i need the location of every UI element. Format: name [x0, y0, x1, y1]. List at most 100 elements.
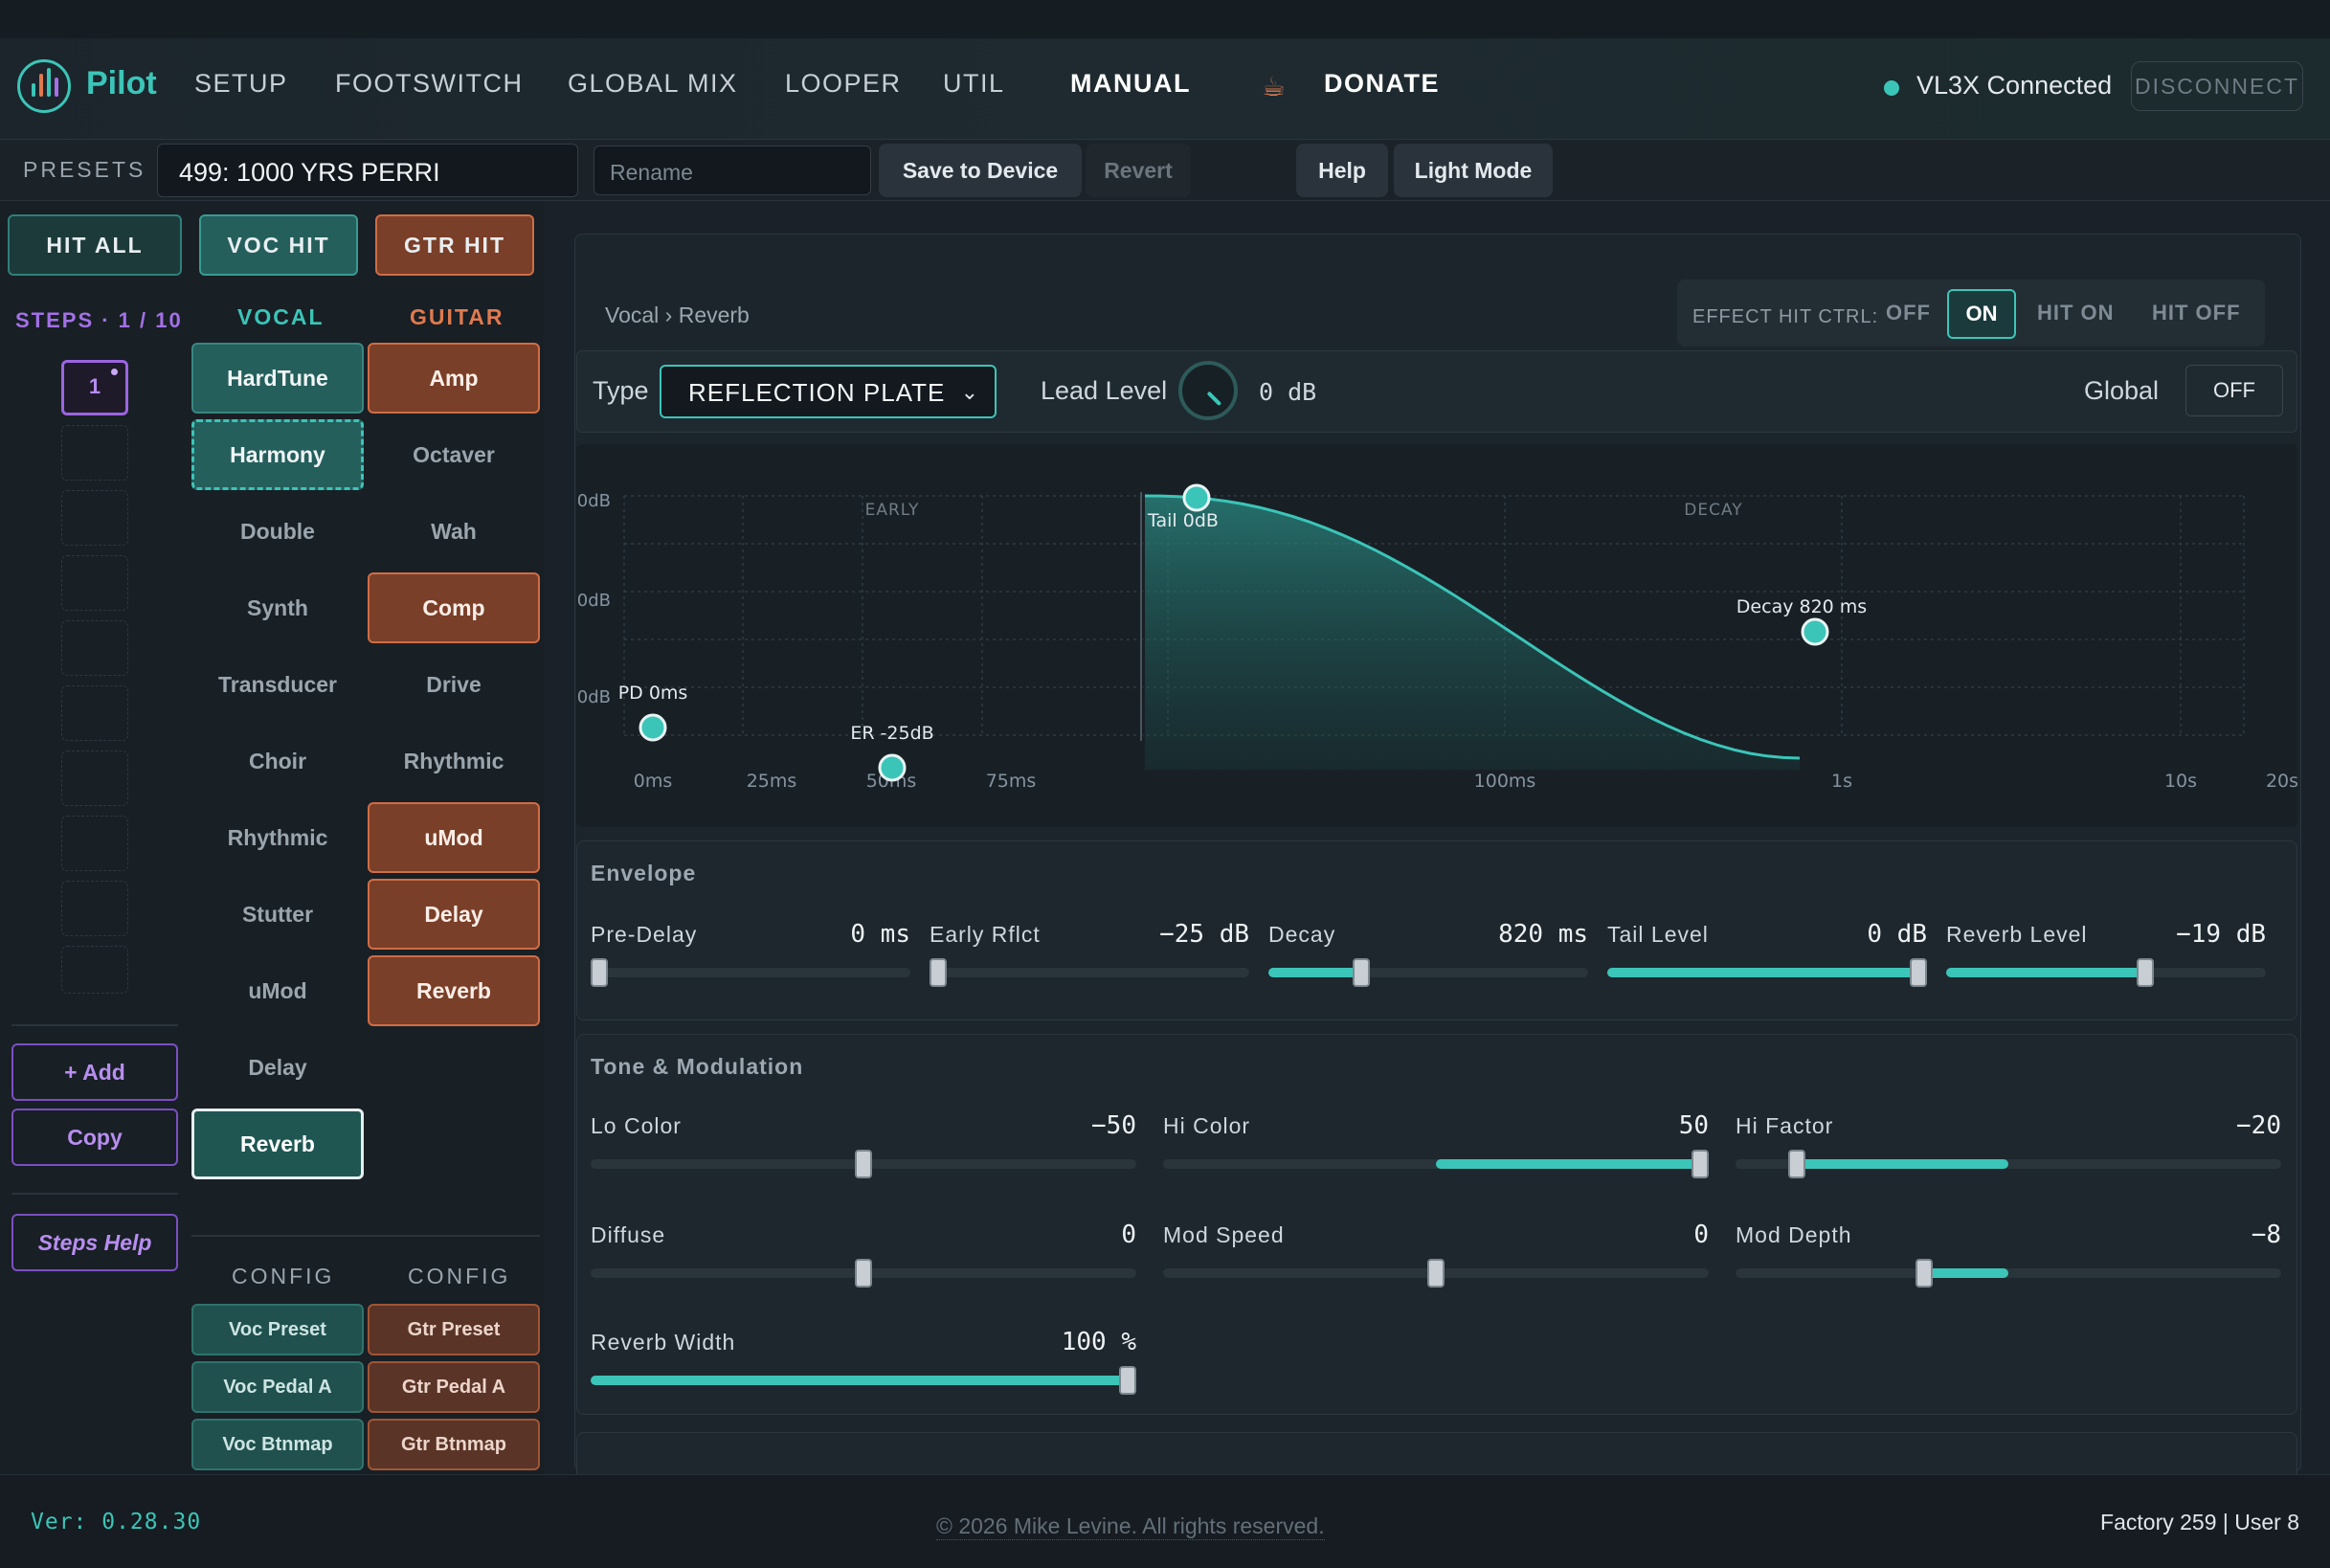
tone-5-slider[interactable]: [1736, 1268, 2281, 1278]
envelope-2-thumb[interactable]: [1353, 958, 1371, 987]
gtr-preset-button[interactable]: Gtr Preset: [368, 1304, 540, 1355]
add-step-button[interactable]: + Add: [11, 1043, 178, 1101]
rename-input[interactable]: Rename: [594, 146, 871, 195]
hit-ctrl-hit-on[interactable]: HIT ON: [2037, 301, 2115, 325]
nav-looper[interactable]: LOOPER: [785, 69, 902, 98]
tone-modulation-title: Tone & Modulation: [591, 1054, 804, 1079]
save-to-device-button[interactable]: Save to Device: [879, 144, 1082, 197]
tone-3-thumb[interactable]: [855, 1259, 872, 1288]
hit-ctrl-off[interactable]: OFF: [1886, 301, 1931, 325]
top-nav-bar: Pilot SETUP FOOTSWITCH GLOBAL MIX LOOPER…: [0, 0, 2330, 140]
step-slot-empty[interactable]: [61, 425, 128, 481]
disconnect-button[interactable]: DISCONNECT: [2131, 61, 2303, 111]
tone-1-thumb[interactable]: [1691, 1150, 1709, 1178]
envelope-2-label: Decay: [1268, 922, 1336, 947]
guitar-fx-drive[interactable]: Drive: [426, 671, 482, 697]
guitar-fx-rhythmic[interactable]: Rhythmic: [403, 748, 504, 773]
envelope-0-slider[interactable]: [591, 968, 910, 977]
voc-preset-button[interactable]: Voc Preset: [191, 1304, 364, 1355]
nav-footswitch[interactable]: FOOTSWITCH: [335, 69, 524, 98]
step-slot-empty[interactable]: [61, 750, 128, 806]
x-tick: 25ms: [747, 771, 797, 792]
hit-ctrl-on[interactable]: ON: [1947, 289, 2016, 339]
lead-level-knob[interactable]: [1178, 361, 1238, 420]
envelope-2-value: 820 ms: [1498, 920, 1588, 949]
step-slot-empty[interactable]: [61, 881, 128, 936]
gtr-hit-button[interactable]: GTR HIT: [375, 214, 534, 276]
region-early-label: EARLY: [865, 501, 920, 520]
global-toggle[interactable]: OFF: [2185, 365, 2283, 416]
preset-selector[interactable]: 499: 1000 YRS PERRI: [157, 144, 578, 197]
envelope-2-slider[interactable]: [1268, 968, 1588, 977]
pre-delay-handle[interactable]: [639, 713, 667, 742]
envelope-0-thumb[interactable]: [591, 958, 608, 987]
envelope-4-value: −19 dB: [2176, 920, 2266, 949]
guitar-fx-delay[interactable]: Delay: [368, 879, 540, 950]
tone-2-thumb[interactable]: [1788, 1150, 1806, 1178]
step-slot-empty[interactable]: [61, 555, 128, 611]
step-slot-empty[interactable]: [61, 685, 128, 741]
tone-2-slider[interactable]: [1736, 1159, 2281, 1169]
guitar-fx-reverb[interactable]: Reverb: [368, 955, 540, 1026]
reverb-type-select[interactable]: REFLECTION PLATE ⌄: [660, 365, 997, 418]
tone-4-thumb[interactable]: [1427, 1259, 1445, 1288]
envelope-1-slider[interactable]: [930, 968, 1249, 977]
help-button[interactable]: Help: [1296, 144, 1388, 197]
step-slot-empty[interactable]: [61, 946, 128, 994]
copyright[interactable]: © 2026 Mike Levine. All rights reserved.: [936, 1513, 1325, 1540]
guitar-fx-amp[interactable]: Amp: [368, 343, 540, 414]
decay-handle[interactable]: [1801, 617, 1829, 646]
guitar-fx-octaver[interactable]: Octaver: [413, 441, 495, 467]
early-reflection-handle[interactable]: [878, 753, 907, 782]
envelope-graph[interactable]: 0dB −10dB −20dB 0ms 25ms 50ms 75ms 100ms…: [551, 444, 2298, 827]
vocal-fx-synth[interactable]: Synth: [247, 594, 308, 620]
gtr-pedal-a-button[interactable]: Gtr Pedal A: [368, 1361, 540, 1413]
point-label-tail: Tail 0dB: [1147, 510, 1219, 531]
vocal-fx-hardtune[interactable]: HardTune: [191, 343, 364, 414]
hit-all-button[interactable]: HIT ALL: [8, 214, 182, 276]
x-tick: 20s: [2266, 771, 2297, 792]
vocal-fx-double[interactable]: Double: [240, 518, 315, 544]
envelope-4-thumb[interactable]: [2137, 958, 2155, 987]
nav-manual[interactable]: MANUAL: [1070, 69, 1191, 98]
steps-help-button[interactable]: Steps Help: [11, 1214, 178, 1271]
light-mode-button[interactable]: Light Mode: [1394, 144, 1553, 197]
tone-6-thumb[interactable]: [1119, 1366, 1136, 1395]
envelope-1-thumb[interactable]: [930, 958, 947, 987]
tone-0-thumb[interactable]: [855, 1150, 872, 1178]
voc-pedal-a-button[interactable]: Voc Pedal A: [191, 1361, 364, 1413]
tail-level-handle[interactable]: [1182, 483, 1211, 512]
copy-step-button[interactable]: Copy: [11, 1109, 178, 1166]
step-slot-empty[interactable]: [61, 816, 128, 871]
nav-setup[interactable]: SETUP: [194, 69, 288, 98]
gtr-btnmap-button[interactable]: Gtr Btnmap: [368, 1419, 540, 1470]
envelope-3-thumb[interactable]: [1910, 958, 1927, 987]
revert-button[interactable]: Revert: [1086, 144, 1191, 197]
hit-ctrl-hit-off[interactable]: HIT OFF: [2152, 301, 2241, 325]
lead-level-label: Lead Level: [1041, 376, 1168, 405]
guitar-fx-umod[interactable]: uMod: [368, 802, 540, 873]
tone-5-thumb[interactable]: [1915, 1259, 1933, 1288]
vocal-fx-stutter[interactable]: Stutter: [241, 901, 314, 927]
vocal-fx-transducer[interactable]: Transducer: [218, 671, 337, 697]
nav-global-mix[interactable]: GLOBAL MIX: [568, 69, 738, 98]
voc-hit-button[interactable]: VOC HIT: [199, 214, 358, 276]
voc-btnmap-button[interactable]: Voc Btnmap: [191, 1419, 364, 1470]
step-slot-empty[interactable]: [61, 490, 128, 546]
step-slot-empty[interactable]: [61, 620, 128, 676]
step-slot-1[interactable]: 1: [61, 360, 128, 415]
vocal-fx-umod[interactable]: uMod: [248, 977, 307, 1003]
coffee-icon[interactable]: ☕: [1262, 72, 1287, 101]
vocal-fx-reverb[interactable]: Reverb: [191, 1109, 364, 1179]
nav-donate[interactable]: DONATE: [1324, 69, 1440, 98]
envelope-title: Envelope: [591, 861, 697, 885]
guitar-column-title: GUITAR: [410, 304, 504, 329]
nav-util[interactable]: UTIL: [943, 69, 1005, 98]
envelope-section: Envelope Pre-Delay 0 ms Early Rflct −25 dB D…: [576, 840, 2297, 1020]
vocal-fx-rhythmic[interactable]: Rhythmic: [227, 824, 328, 850]
vocal-fx-delay[interactable]: Delay: [248, 1054, 307, 1080]
vocal-fx-harmony[interactable]: Harmony: [191, 419, 364, 490]
guitar-fx-comp[interactable]: Comp: [368, 572, 540, 643]
guitar-fx-wah[interactable]: Wah: [431, 518, 477, 544]
vocal-fx-choir[interactable]: Choir: [248, 748, 307, 773]
